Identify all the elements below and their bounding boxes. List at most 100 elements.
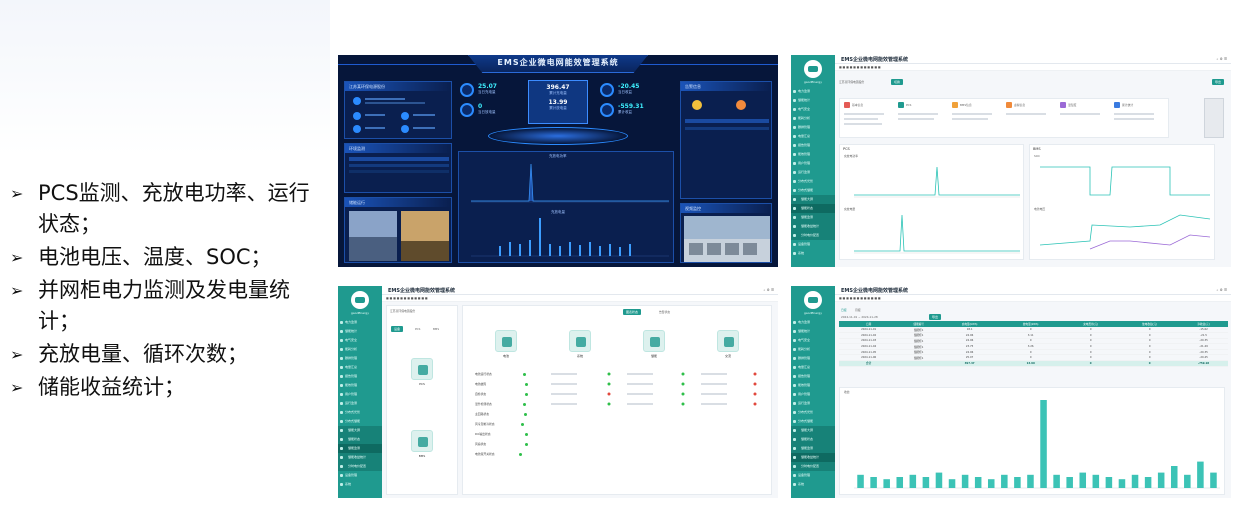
tab-bms[interactable]: BMS bbox=[433, 327, 440, 331]
revenue-bar bbox=[1170, 466, 1178, 488]
sidebar-item[interactable]: 能耗分析 bbox=[791, 114, 835, 123]
sidebar-subitem[interactable]: 储能状态 bbox=[338, 435, 382, 444]
sidebar-item[interactable]: 能耗分析 bbox=[791, 345, 835, 354]
sidebar-item[interactable]: 电量汇总 bbox=[791, 132, 835, 141]
sidebar-item[interactable]: 储能统计 bbox=[791, 327, 835, 336]
sidebar-subitem-active[interactable]: 储能状态 bbox=[791, 204, 835, 213]
tag-bar[interactable]: ■ ■ ■ ■ ■ ■ ■ ■ ■ ■ ■ ■ bbox=[382, 295, 778, 302]
view-alarm-toggle[interactable]: 告警状态 bbox=[659, 310, 671, 314]
sidebar-subitem[interactable]: 分时电价配置 bbox=[791, 462, 835, 471]
card-title: PCS bbox=[906, 103, 912, 107]
sidebar-subitem-active[interactable]: 储能收益统计 bbox=[791, 453, 835, 462]
chart-title: SOC bbox=[1034, 154, 1040, 158]
export-button[interactable]: 导出 bbox=[929, 314, 942, 320]
logo-icon bbox=[804, 60, 822, 78]
sidebar-item[interactable]: 能效管理 bbox=[791, 381, 835, 390]
env-table bbox=[349, 157, 449, 173]
sidebar-item[interactable]: 报告管理 bbox=[791, 372, 835, 381]
date-range[interactable]: 2024-11-01 ~ 2024-11-28 bbox=[841, 315, 878, 319]
sidebar-item[interactable]: 运行监测 bbox=[791, 399, 835, 408]
sidebar-subitem[interactable]: 分时电价配置 bbox=[338, 462, 382, 471]
sidebar-item[interactable]: 设备管理 bbox=[338, 471, 382, 480]
sidebar-subitem[interactable]: 分时电价配置 bbox=[791, 231, 835, 240]
sidebar-item[interactable]: 电量汇总 bbox=[791, 363, 835, 372]
feature-text: 储能收益统计； bbox=[38, 375, 185, 399]
sidebar-subitem[interactable]: 储能大屏 bbox=[791, 195, 835, 204]
switch-button[interactable]: 切换 bbox=[891, 79, 904, 85]
sidebar-item[interactable]: 分布式储能 bbox=[338, 417, 382, 426]
sidebar-item[interactable]: 能效管理 bbox=[791, 150, 835, 159]
sidebar-item[interactable]: 碳排管理 bbox=[791, 354, 835, 363]
sidebar-item[interactable]: 分布式光伏 bbox=[791, 408, 835, 417]
sidebar-item[interactable]: 电力监测 bbox=[791, 87, 835, 96]
sidebar-item[interactable]: 电力监测 bbox=[791, 318, 835, 327]
sidebar-subitem[interactable]: 储能大屏 bbox=[338, 426, 382, 435]
sidebar-item[interactable]: 储能统计 bbox=[338, 327, 382, 336]
sidebar-item[interactable]: 运行监测 bbox=[791, 168, 835, 177]
revenue-bar bbox=[961, 474, 969, 488]
toolbar-icons[interactable]: ⌕ ⚙ ☰ bbox=[1216, 57, 1227, 61]
feature-item: ➢ 储能收益统计； bbox=[10, 372, 320, 403]
card-title: BMS信息 bbox=[960, 103, 972, 107]
sidebar-item[interactable]: 电气安全 bbox=[791, 105, 835, 114]
chart-title: 收益 bbox=[844, 390, 850, 394]
toolbar-icons[interactable]: ⌕ ⚙ ☰ bbox=[763, 288, 774, 292]
sidebar-item[interactable]: 电气安全 bbox=[791, 336, 835, 345]
sidebar-subitem-active[interactable]: 储能监测 bbox=[338, 444, 382, 453]
sidebar-item[interactable]: 分布式光伏 bbox=[338, 408, 382, 417]
revenue-bar bbox=[935, 472, 943, 488]
sidebar-subitem[interactable]: 储能收益统计 bbox=[791, 222, 835, 231]
sidebar-subitem[interactable]: 储能收益统计 bbox=[338, 453, 382, 462]
tab-monthly[interactable]: 月报 bbox=[855, 308, 861, 312]
view-chart-toggle[interactable]: 图表状态 bbox=[623, 309, 642, 315]
tag-bar[interactable]: ■ ■ ■ ■ ■ ■ ■ ■ ■ ■ ■ ■ bbox=[835, 64, 1231, 71]
bms-device-icon[interactable] bbox=[411, 430, 433, 452]
sidebar-item[interactable]: 储能统计 bbox=[791, 96, 835, 105]
device-tree: 江苏某环保电源股份 设备 PCS BMS PCS BMS bbox=[386, 305, 458, 495]
revenue-bar bbox=[1105, 477, 1113, 488]
tab-pcs[interactable]: PCS bbox=[415, 327, 421, 331]
sidebar-item[interactable]: 电力监测 bbox=[338, 318, 382, 327]
sidebar-item[interactable]: 分布式储能 bbox=[791, 417, 835, 426]
sidebar-item[interactable]: 用户管理 bbox=[338, 390, 382, 399]
tag-bar[interactable]: ■ ■ ■ ■ ■ ■ ■ ■ ■ ■ ■ ■ bbox=[835, 295, 1231, 302]
sidebar-subitem[interactable]: 储能状态 bbox=[791, 435, 835, 444]
sidebar-item[interactable]: 系统 bbox=[791, 249, 835, 258]
sidebar-item[interactable]: 系统 bbox=[791, 480, 835, 489]
sidebar-item[interactable]: 运行监测 bbox=[338, 399, 382, 408]
sidebar-item[interactable]: 用户管理 bbox=[791, 159, 835, 168]
revenue-bar bbox=[1118, 479, 1126, 488]
status-row: 温升检测状态 bbox=[475, 402, 526, 406]
status-row: 自检状态 bbox=[475, 392, 529, 396]
pcs-device-icon[interactable] bbox=[411, 358, 433, 380]
sidebar-item[interactable]: 报告管理 bbox=[338, 372, 382, 381]
sidebar-item[interactable]: 碳排管理 bbox=[791, 123, 835, 132]
status-row: 电池运行状态 bbox=[475, 372, 526, 376]
revenue-bar bbox=[948, 479, 956, 488]
sidebar-item[interactable]: 电量汇总 bbox=[338, 363, 382, 372]
sidebar-item[interactable]: 能耗分析 bbox=[338, 345, 382, 354]
arrow-icon: ➢ bbox=[10, 248, 24, 267]
sidebar-item[interactable]: 能效管理 bbox=[338, 381, 382, 390]
sidebar-item[interactable]: 设备管理 bbox=[791, 471, 835, 480]
dashboard-title: EMS企业微电网能效管理系统 bbox=[468, 55, 648, 73]
sidebar-item[interactable]: 系统 bbox=[338, 480, 382, 489]
sidebar-item[interactable]: 分布式光伏 bbox=[791, 177, 835, 186]
tab-daily[interactable]: 日报 bbox=[841, 308, 847, 312]
storage-icon bbox=[643, 330, 665, 352]
toolbar-icons[interactable]: ⌕ ⚙ ☰ bbox=[1216, 288, 1227, 292]
tab-device[interactable]: 设备 bbox=[391, 326, 404, 332]
sidebar-item[interactable]: 报告管理 bbox=[791, 141, 835, 150]
sidebar-item[interactable]: 碳排管理 bbox=[338, 354, 382, 363]
revenue-bar bbox=[987, 479, 995, 488]
sidebar-item[interactable]: 用户管理 bbox=[791, 390, 835, 399]
status-row: 风冷及制冷状态 bbox=[475, 422, 525, 426]
sidebar-item[interactable]: 分布式储能 bbox=[791, 186, 835, 195]
sidebar-subitem[interactable]: 储能监测 bbox=[791, 444, 835, 453]
app-title: EMS企业微电网能效管理系统 bbox=[388, 288, 455, 294]
sidebar-item[interactable]: 电气安全 bbox=[338, 336, 382, 345]
sidebar-subitem[interactable]: 储能大屏 bbox=[791, 426, 835, 435]
sidebar-subitem[interactable]: 储能监测 bbox=[791, 213, 835, 222]
sidebar-item[interactable]: 设备管理 bbox=[791, 240, 835, 249]
export-button[interactable]: 导出 bbox=[1211, 79, 1224, 85]
